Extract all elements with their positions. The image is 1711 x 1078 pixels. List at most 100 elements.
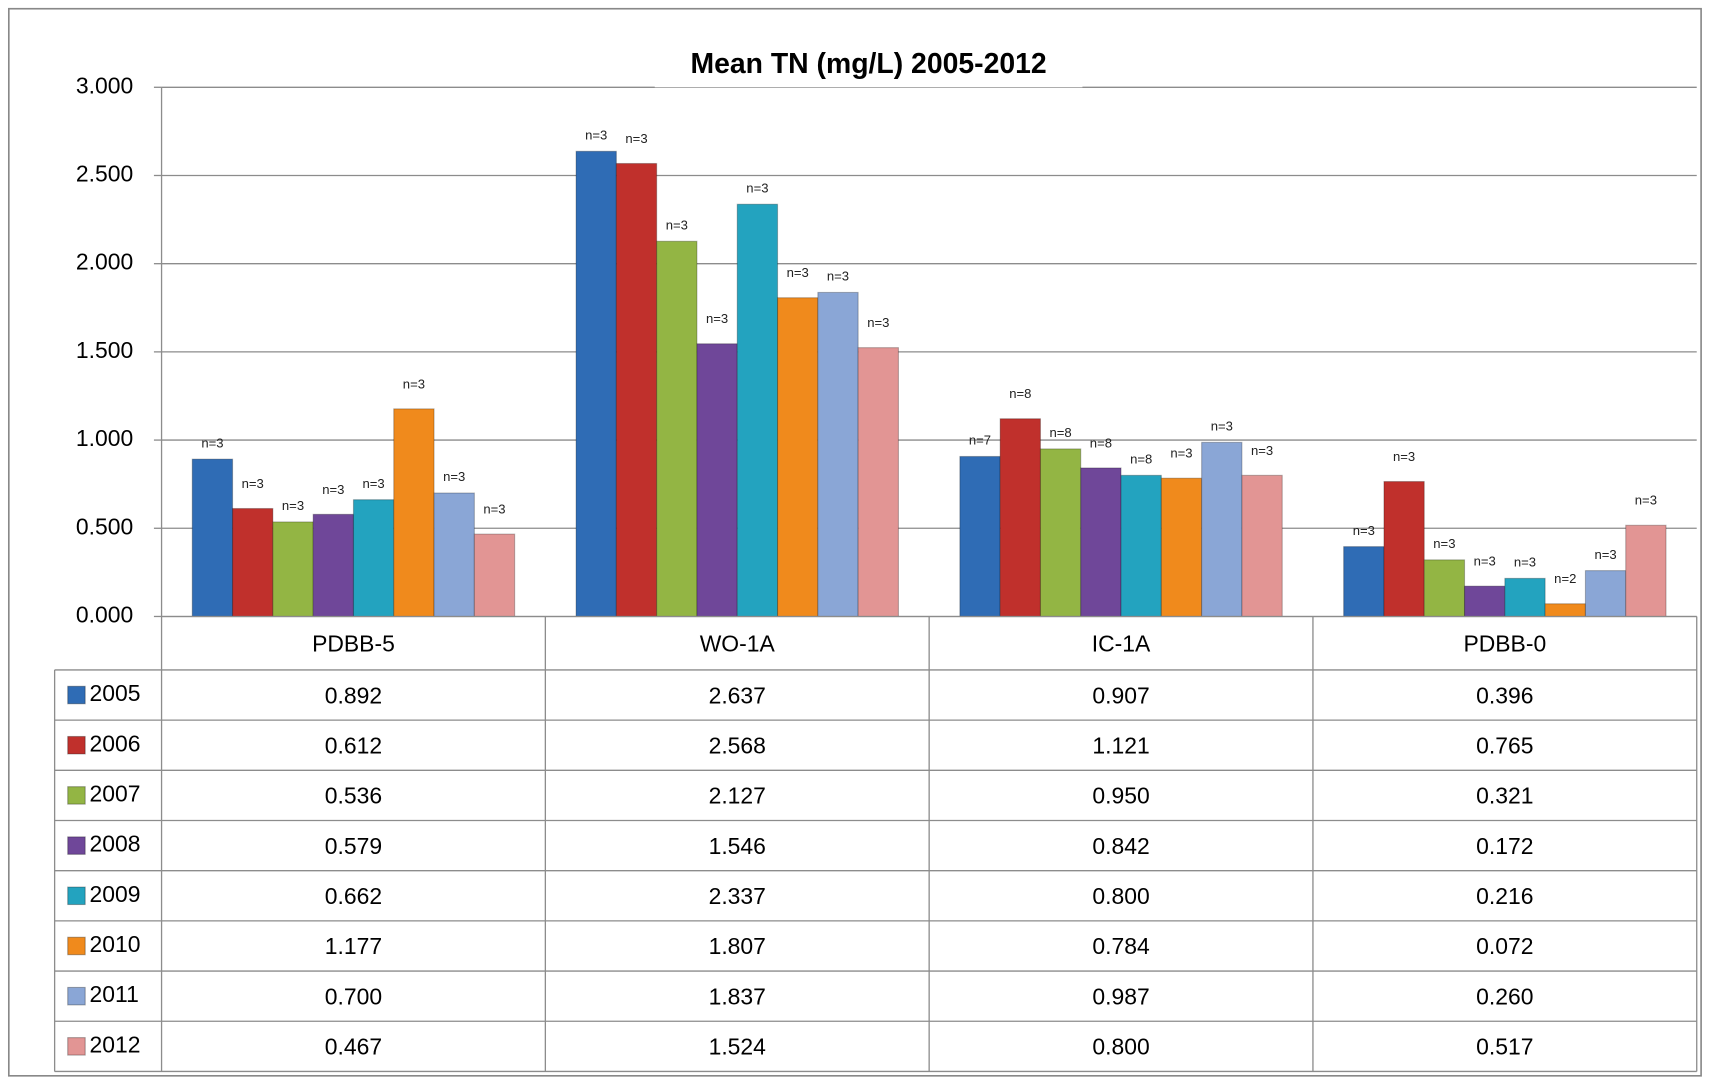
table-value: 1.837 [709,983,766,1009]
legend-label: 2007 [90,780,141,806]
bar [1343,546,1385,618]
bar-annotation: n=3 [867,315,889,330]
bar-annotation: n=8 [1050,425,1072,440]
legend-label: 2011 [90,981,139,1007]
bar-annotation: n=3 [1170,446,1192,461]
legend-label: 2010 [90,931,141,957]
bar-annotation: n=3 [201,435,223,450]
bar [272,521,314,618]
bar [232,507,274,618]
bar-annotation: n=2 [1554,571,1576,586]
table-value: 2.337 [709,883,766,909]
bar [1584,570,1627,618]
bar [1201,441,1243,618]
bar [1463,585,1506,618]
bar-annotation: n=3 [282,498,304,513]
bar [393,408,435,618]
table-value: 1.807 [709,933,766,959]
bar-annotation: n=3 [363,476,385,491]
bar [736,203,779,618]
table-value: 0.784 [1092,933,1150,959]
table-value: 0.987 [1092,983,1149,1009]
legend-key [67,1037,86,1056]
table-value: 0.662 [325,883,382,909]
table-value: 0.765 [1476,732,1533,758]
bar-annotation: n=8 [1009,386,1031,401]
table-value: 0.396 [1476,682,1533,708]
bar [1080,467,1122,618]
bar-annotation: n=3 [746,180,768,195]
legend-label: 2005 [90,680,141,706]
bar-annotation: n=3 [787,265,809,280]
bar-annotation: n=3 [1433,536,1455,551]
bar-annotation: n=3 [1353,523,1375,538]
table-value: 2.127 [709,783,766,809]
bar [312,513,355,618]
bar [191,458,234,618]
table-value: 1.546 [709,833,766,859]
chart-title: Mean TN (mg/L) 2005-2012 [690,48,1046,80]
bar-annotation: n=3 [443,469,465,484]
bar [1160,477,1203,618]
bar-annotation: n=3 [483,502,505,517]
bar [1544,603,1586,618]
bar-annotation: n=3 [1474,554,1496,569]
table-value: 2.568 [709,732,766,758]
bar-annotation: n=7 [969,433,991,448]
table-value: 0.467 [325,1034,382,1060]
bar [433,492,475,618]
bar-annotation: n=3 [585,127,607,142]
bar-annotation: n=3 [1635,493,1657,508]
bar [575,150,617,618]
legend-key [67,786,86,805]
bar-annotation: n=3 [1211,419,1233,434]
bar-annotation: n=3 [1251,443,1273,458]
table-value: 0.842 [1092,833,1149,859]
y-tick-label: 3.000 [76,72,133,98]
bar-annotation: n=3 [827,269,849,284]
table-value: 0.907 [1092,682,1149,708]
y-tick-label: 2.500 [76,161,133,187]
title-background [654,41,1083,88]
table-value: 1.177 [325,933,382,959]
table-value: 0.321 [1476,783,1533,809]
legend-key [67,735,86,755]
y-tick-label: 1.500 [76,337,133,363]
bar [999,418,1041,618]
table-value: 0.260 [1476,983,1533,1009]
legend-key [67,685,86,705]
legend-key [67,986,86,1006]
table-value: 0.579 [325,833,382,859]
table-value: 0.800 [1092,1034,1149,1060]
table-value: 0.612 [325,732,382,758]
table-value: 0.800 [1092,883,1149,909]
bar [777,297,819,618]
table-value: 0.536 [325,783,382,809]
table-value: 0.892 [325,682,382,708]
table-value: 1.121 [1092,732,1149,758]
table-value: 2.637 [709,682,766,708]
bar [1120,474,1162,618]
x-tick-label: PDBB-0 [1463,630,1546,656]
bar-annotation: n=3 [1514,555,1536,570]
legend-label: 2008 [90,831,141,857]
legend-label: 2012 [90,1031,141,1057]
legend-key [67,886,86,906]
legend-key [67,836,86,855]
x-tick-label: IC-1A [1092,630,1151,656]
bar [1039,448,1082,618]
bar [959,455,1001,618]
legend-key [67,936,86,956]
legend-label: 2009 [90,881,141,907]
bar-annotation: n=8 [1090,435,1112,450]
bar-annotation: n=3 [625,131,647,146]
table-value: 0.517 [1476,1034,1533,1060]
bar-annotation: n=3 [1393,449,1415,464]
bar-annotation: n=3 [242,476,264,491]
table-value: 0.950 [1092,783,1149,809]
table-value: 0.172 [1476,833,1533,859]
bar [817,291,859,618]
legend-label: 2006 [90,730,141,756]
bar [1504,577,1546,618]
